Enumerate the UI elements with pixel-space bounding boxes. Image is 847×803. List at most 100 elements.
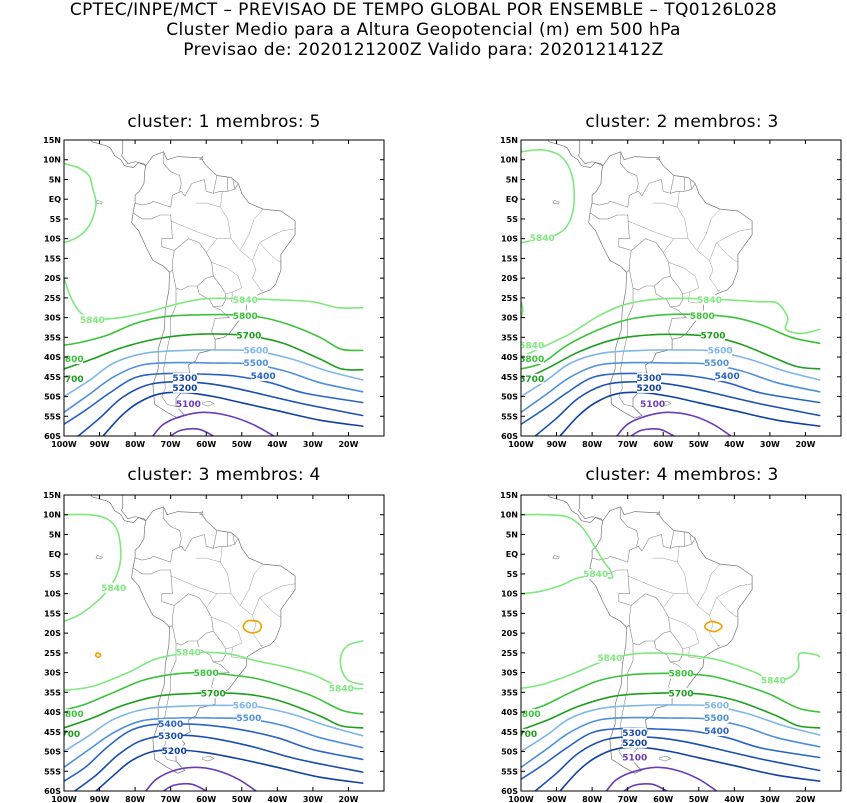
lat-label: 30S [44, 314, 61, 323]
map-panel-cluster-2: 5840 5840 5840 5800 5800 5700 5700 5600 5500 5400… [500, 136, 842, 449]
contour-5600 [64, 349, 364, 398]
lon-label: 30W [760, 795, 780, 803]
contour-label-5600: 5600 [708, 347, 733, 357]
lat-label: 40S [44, 708, 61, 717]
lon-label: 20W [795, 795, 815, 803]
contour-label-bg [244, 345, 268, 356]
contour-label-bg [669, 668, 693, 679]
country-border [172, 270, 214, 291]
lat-label: 60S [501, 432, 518, 441]
contour-label-5300: 5300 [172, 374, 197, 384]
contour-5200 [559, 391, 821, 436]
island-outline [95, 200, 103, 205]
state-border [668, 262, 700, 295]
contour-label-5700: 5700 [236, 332, 261, 342]
country-border [163, 506, 182, 547]
contour-label-bg [690, 310, 715, 321]
country-border [661, 179, 696, 194]
contour-label-bg [637, 382, 661, 393]
lon-label: 40W [724, 795, 744, 803]
contour-label-bg [704, 726, 729, 736]
lat-label: 50S [501, 748, 518, 757]
lon-label: 60W [196, 795, 216, 803]
south-america-coastline [131, 151, 296, 419]
country-border [689, 179, 692, 190]
lon-label: 70W [161, 440, 181, 449]
lat-label: 10N [500, 156, 518, 165]
lon-label: 90W [90, 440, 110, 449]
contour-label-bg [233, 700, 258, 711]
island-outline [95, 555, 103, 560]
contour-label-bg [708, 345, 733, 356]
contour-label-bg [637, 373, 661, 383]
state-border [709, 228, 753, 261]
contour-label-bg [521, 354, 544, 364]
lat-label: 10S [44, 235, 61, 244]
island-outline [199, 511, 204, 515]
contour-label-bg [172, 382, 197, 393]
central-america-pacific-coast [547, 140, 603, 168]
central-america-caribbean-coast [578, 495, 604, 521]
lat-label: 15S [501, 254, 518, 263]
lat-label: EQ [506, 195, 518, 204]
plot-area: 5840 5840 5840 5800 5800 5700 5700 5600 5500 5400… [521, 140, 821, 436]
contour-label-bg [583, 568, 608, 579]
contour-label-5200: 5200 [622, 739, 647, 749]
lat-label: 5N [49, 531, 61, 540]
contour-label-5100: 5100 [640, 400, 665, 410]
lon-label: 80W [582, 795, 602, 803]
contour-5700 [64, 692, 364, 729]
contour-5500 [64, 716, 364, 769]
lat-label: 60S [44, 432, 61, 441]
plot-area: 5840 5840 5800 5800 5700 5700 5600 5500 5400 5300… [64, 140, 364, 436]
state-border [195, 557, 221, 563]
contour-label-5600: 5600 [243, 347, 268, 357]
contour-label-5200: 5200 [636, 384, 661, 394]
contour-5600 [64, 704, 364, 753]
contour-5500 [64, 361, 364, 414]
lat-label: 50S [44, 748, 61, 757]
lon-label: 80W [125, 795, 145, 803]
lat-label: 5N [49, 176, 61, 185]
contour-label-bg [521, 340, 544, 351]
central-america-caribbean-coast [121, 495, 147, 521]
country-border [135, 555, 154, 561]
contour-label-bg [622, 728, 647, 738]
contour-5600 [521, 349, 821, 398]
lon-label: 50W [689, 795, 709, 803]
country-border [174, 593, 214, 632]
country-border [620, 151, 639, 192]
contour-label-5840: 5840 [761, 677, 786, 687]
contour-label-5100: 5100 [622, 754, 647, 764]
contour-label-5840: 5840 [176, 648, 201, 658]
country-border [629, 625, 671, 646]
island-outline [199, 156, 204, 160]
contour-label-bg [669, 688, 693, 699]
contour-label-5840: 5840 [101, 584, 126, 594]
island-outline [656, 511, 661, 515]
map-panel-cluster-1: 5840 5840 5800 5800 5700 5700 5600 5500 5400 5300… [43, 136, 385, 449]
lat-label: 15S [501, 609, 518, 618]
lat-label: 15N [43, 136, 61, 145]
contour-label-bg [158, 718, 183, 729]
contour-label-bg [233, 294, 258, 305]
lon-label: 30W [303, 440, 323, 449]
state-border [259, 242, 282, 263]
contour-label-bg [704, 700, 729, 711]
state-border [195, 202, 221, 208]
contour-5840-west [521, 301, 524, 319]
country-border [620, 506, 639, 547]
contour-label-5500: 5500 [704, 359, 729, 369]
island-outline [552, 555, 560, 560]
map-panel-cluster-3: 5840 5840 5840 5800 5800 5700 5700 5600 5500 5400… [43, 491, 385, 803]
header-line-1: CPTEC/INPE/MCT – PREVISAO DE TEMPO GLOBA… [69, 0, 778, 20]
contour-5100 [145, 766, 257, 791]
contour-label-5700: 5700 [700, 332, 725, 342]
contour-5400 [64, 723, 364, 782]
lon-label: 100W [508, 440, 534, 449]
contour-label-bg [597, 652, 622, 663]
island-outline [552, 200, 560, 205]
lat-label: 5N [506, 531, 518, 540]
central-america-pacific-coast [90, 140, 146, 168]
country-border [211, 661, 231, 695]
